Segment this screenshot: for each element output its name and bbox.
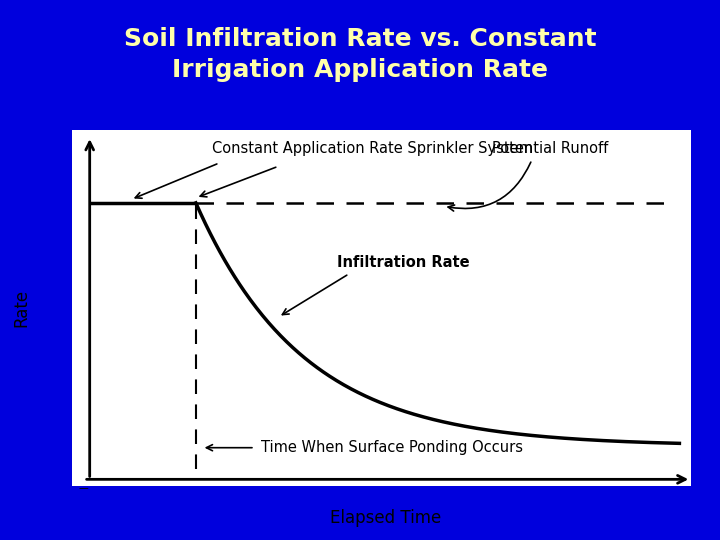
Text: Rate: Rate — [12, 289, 30, 327]
Text: —: — — [79, 483, 89, 492]
Text: Time When Surface Ponding Occurs: Time When Surface Ponding Occurs — [261, 440, 523, 455]
Text: Elapsed Time: Elapsed Time — [330, 509, 441, 528]
Text: Infiltration Rate: Infiltration Rate — [338, 255, 470, 271]
Text: Constant Application Rate Sprinkler System: Constant Application Rate Sprinkler Syst… — [212, 141, 534, 156]
Text: Potential Runoff: Potential Runoff — [492, 141, 608, 156]
Text: Soil Infiltration Rate vs. Constant
Irrigation Application Rate: Soil Infiltration Rate vs. Constant Irri… — [124, 26, 596, 82]
